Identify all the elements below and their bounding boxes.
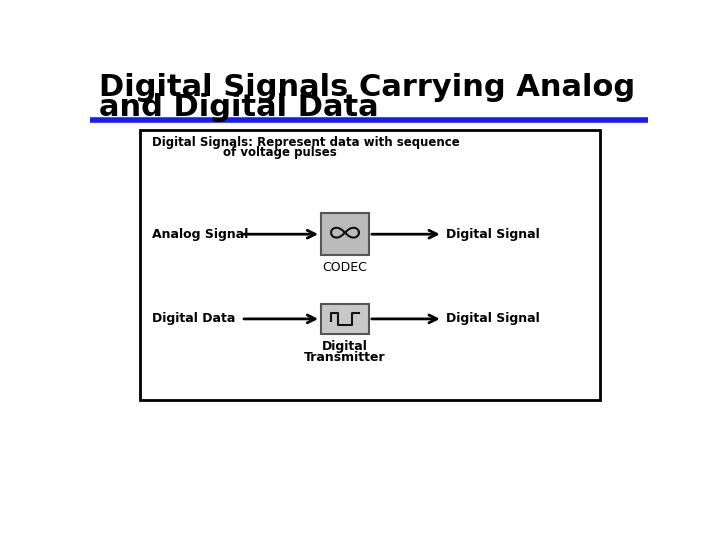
Text: CODEC: CODEC xyxy=(323,261,367,274)
Text: Digital Data: Digital Data xyxy=(152,313,235,326)
Text: Digital Signals Carrying Analog: Digital Signals Carrying Analog xyxy=(99,72,636,102)
Text: and Digital Data: and Digital Data xyxy=(99,93,379,122)
Bar xyxy=(321,303,369,334)
Text: Digital: Digital xyxy=(322,340,368,354)
Bar xyxy=(140,130,600,400)
Text: Transmitter: Transmitter xyxy=(304,351,386,364)
Bar xyxy=(321,213,369,255)
Text: Analog Signal: Analog Signal xyxy=(152,228,248,241)
Text: Digital Signals: Represent data with sequence: Digital Signals: Represent data with seq… xyxy=(152,136,460,148)
Text: of voltage pulses: of voltage pulses xyxy=(223,146,337,159)
Text: Digital Signal: Digital Signal xyxy=(446,228,540,241)
Text: Digital Signal: Digital Signal xyxy=(446,313,540,326)
